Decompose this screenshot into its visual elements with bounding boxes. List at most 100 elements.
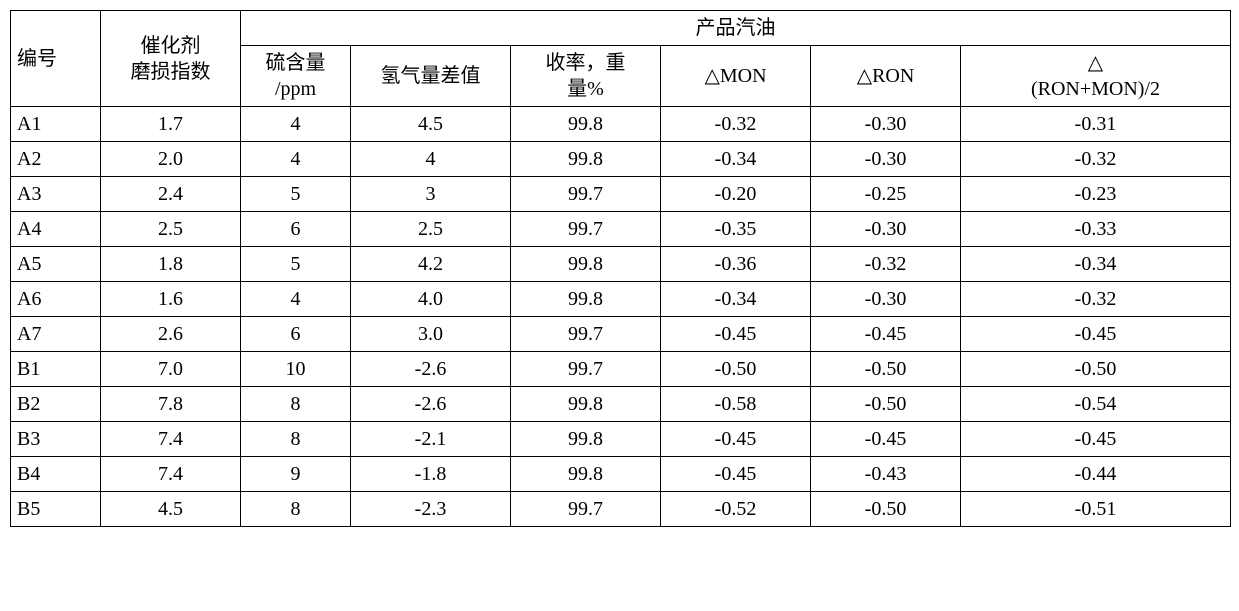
col-delta-mon: △MON: [661, 46, 811, 107]
col-sulfur: 硫含量/ppm: [241, 46, 351, 107]
cell-hydrogen-diff: -2.1: [351, 422, 511, 457]
cell-yield: 99.8: [511, 142, 661, 177]
cell-hydrogen-diff: 4: [351, 142, 511, 177]
cell-wear: 1.8: [101, 247, 241, 282]
col-wear-index: 催化剂磨损指数: [101, 11, 241, 107]
cell-wear: 2.0: [101, 142, 241, 177]
col-id: 编号: [11, 11, 101, 107]
cell-sulfur: 4: [241, 142, 351, 177]
col-group-product-gasoline: 产品汽油: [241, 11, 1231, 46]
cell-delta-avg: -0.23: [961, 177, 1231, 212]
cell-delta-mon: -0.45: [661, 422, 811, 457]
table-row: B37.48-2.199.8-0.45-0.45-0.45: [11, 422, 1231, 457]
cell-yield: 99.8: [511, 422, 661, 457]
cell-delta-ron: -0.43: [811, 457, 961, 492]
cell-delta-mon: -0.35: [661, 212, 811, 247]
table-row: B47.49-1.899.8-0.45-0.43-0.44: [11, 457, 1231, 492]
cell-yield: 99.8: [511, 247, 661, 282]
cell-delta-mon: -0.34: [661, 142, 811, 177]
table-row: A72.663.099.7-0.45-0.45-0.45: [11, 317, 1231, 352]
cell-sulfur: 5: [241, 247, 351, 282]
cell-id: A2: [11, 142, 101, 177]
cell-delta-ron: -0.45: [811, 317, 961, 352]
cell-hydrogen-diff: 2.5: [351, 212, 511, 247]
cell-wear: 2.5: [101, 212, 241, 247]
cell-wear: 1.6: [101, 282, 241, 317]
cell-wear: 7.8: [101, 387, 241, 422]
cell-delta-ron: -0.45: [811, 422, 961, 457]
table-header: 编号 催化剂磨损指数 产品汽油 硫含量/ppm 氢气量差值 收率，重量% △MO…: [11, 11, 1231, 107]
cell-hydrogen-diff: 3: [351, 177, 511, 212]
cell-id: A6: [11, 282, 101, 317]
cell-delta-avg: -0.32: [961, 142, 1231, 177]
cell-delta-mon: -0.36: [661, 247, 811, 282]
cell-id: A1: [11, 107, 101, 142]
cell-delta-ron: -0.30: [811, 282, 961, 317]
cell-wear: 7.0: [101, 352, 241, 387]
cell-delta-mon: -0.20: [661, 177, 811, 212]
cell-delta-avg: -0.45: [961, 317, 1231, 352]
cell-sulfur: 9: [241, 457, 351, 492]
table-row: A61.644.099.8-0.34-0.30-0.32: [11, 282, 1231, 317]
cell-delta-avg: -0.32: [961, 282, 1231, 317]
cell-delta-avg: -0.31: [961, 107, 1231, 142]
cell-delta-ron: -0.25: [811, 177, 961, 212]
cell-delta-ron: -0.30: [811, 212, 961, 247]
cell-hydrogen-diff: -1.8: [351, 457, 511, 492]
cell-hydrogen-diff: -2.6: [351, 352, 511, 387]
cell-sulfur: 6: [241, 212, 351, 247]
col-yield: 收率，重量%: [511, 46, 661, 107]
cell-hydrogen-diff: 4.0: [351, 282, 511, 317]
cell-yield: 99.8: [511, 457, 661, 492]
cell-id: B5: [11, 492, 101, 527]
cell-sulfur: 8: [241, 422, 351, 457]
cell-wear: 1.7: [101, 107, 241, 142]
col-delta-avg: △(RON+MON)/2: [961, 46, 1231, 107]
cell-delta-avg: -0.33: [961, 212, 1231, 247]
cell-delta-ron: -0.50: [811, 352, 961, 387]
col-delta-ron: △RON: [811, 46, 961, 107]
cell-yield: 99.8: [511, 282, 661, 317]
cell-sulfur: 10: [241, 352, 351, 387]
results-table: 编号 催化剂磨损指数 产品汽油 硫含量/ppm 氢气量差值 收率，重量% △MO…: [10, 10, 1231, 527]
cell-id: A5: [11, 247, 101, 282]
cell-sulfur: 6: [241, 317, 351, 352]
cell-delta-mon: -0.58: [661, 387, 811, 422]
table-row: A22.04499.8-0.34-0.30-0.32: [11, 142, 1231, 177]
cell-sulfur: 8: [241, 387, 351, 422]
cell-id: B3: [11, 422, 101, 457]
cell-delta-mon: -0.45: [661, 317, 811, 352]
table-row: A11.744.599.8-0.32-0.30-0.31: [11, 107, 1231, 142]
cell-delta-ron: -0.50: [811, 492, 961, 527]
cell-delta-avg: -0.51: [961, 492, 1231, 527]
cell-delta-avg: -0.50: [961, 352, 1231, 387]
cell-sulfur: 4: [241, 282, 351, 317]
cell-hydrogen-diff: -2.3: [351, 492, 511, 527]
col-hydrogen-diff: 氢气量差值: [351, 46, 511, 107]
cell-yield: 99.7: [511, 212, 661, 247]
cell-delta-ron: -0.50: [811, 387, 961, 422]
cell-wear: 4.5: [101, 492, 241, 527]
cell-yield: 99.8: [511, 387, 661, 422]
cell-sulfur: 8: [241, 492, 351, 527]
table-row: A32.45399.7-0.20-0.25-0.23: [11, 177, 1231, 212]
cell-id: A7: [11, 317, 101, 352]
cell-wear: 2.4: [101, 177, 241, 212]
cell-hydrogen-diff: 4.2: [351, 247, 511, 282]
cell-sulfur: 5: [241, 177, 351, 212]
table-row: B17.010-2.699.7-0.50-0.50-0.50: [11, 352, 1231, 387]
cell-yield: 99.7: [511, 352, 661, 387]
table-row: B54.58-2.399.7-0.52-0.50-0.51: [11, 492, 1231, 527]
table-row: A42.562.599.7-0.35-0.30-0.33: [11, 212, 1231, 247]
cell-delta-avg: -0.44: [961, 457, 1231, 492]
table-row: A51.854.299.8-0.36-0.32-0.34: [11, 247, 1231, 282]
cell-delta-avg: -0.54: [961, 387, 1231, 422]
cell-yield: 99.7: [511, 177, 661, 212]
cell-delta-mon: -0.34: [661, 282, 811, 317]
cell-yield: 99.7: [511, 492, 661, 527]
table-body: A11.744.599.8-0.32-0.30-0.31A22.04499.8-…: [11, 107, 1231, 527]
cell-id: B1: [11, 352, 101, 387]
cell-id: B4: [11, 457, 101, 492]
cell-wear: 7.4: [101, 457, 241, 492]
cell-delta-mon: -0.52: [661, 492, 811, 527]
